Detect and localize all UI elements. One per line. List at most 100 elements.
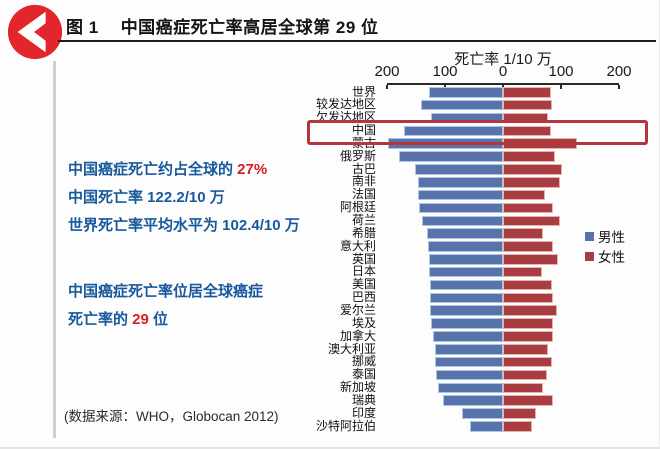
data-source-note: (数据来源：WHO，Globocan 2012) [64,409,279,424]
male-bar [461,408,503,419]
male-bar [418,189,503,201]
category-label: 爱尔兰 [339,302,376,317]
category-label: 古巴 [351,161,376,176]
male-bar [469,421,503,432]
female-bar [503,125,552,137]
figure-title-text: 中国癌症死亡率高居全球第 29 位 [120,18,379,37]
male-bar [427,228,503,239]
male-bar [431,318,503,329]
male-bar [421,215,503,227]
category-label: 挪威 [351,354,376,369]
category-label: 较发达地区 [315,97,376,112]
male-bar [438,382,503,394]
category-label: 英国 [351,251,376,266]
female-bar [503,279,553,291]
category-label: 法国 [351,187,376,202]
category-label: 沙特阿拉伯 [315,418,376,433]
male-bar [404,125,503,137]
x-axis-line [387,83,619,85]
category-label: 阿根廷 [339,200,376,215]
highlight-rank-29: 29 [132,311,149,328]
female-bar [503,382,544,394]
male-bar [420,99,503,111]
x-tick-mark [386,85,388,89]
male-bar [434,344,503,355]
male-bar [443,395,503,406]
annotation-block-1: 中国癌症死亡约占全球的 27% 中国死亡率 122.2/10 万 世界死亡率平均… [68,156,300,240]
annotation-line: 中国死亡率 122.2/10 万 [68,189,225,206]
legend-label-male: 男性 [598,230,625,245]
category-label: 泰国 [351,367,376,382]
x-tick-label: 0 [498,63,508,80]
female-bar [503,99,553,111]
figure-title: 图 1 中国癌症死亡率高居全球第 29 位 [66,13,379,38]
category-label: 南非 [351,174,376,189]
annotation-line: 中国癌症死亡率位居全球癌症 [68,283,264,300]
male-bar [419,202,503,214]
male-bar [428,241,503,252]
male-bar [435,356,503,368]
axis-title: 死亡率 1/10 万 [454,51,552,68]
legend-label-female: 女性 [598,250,625,265]
category-label: 希腊 [351,225,376,240]
category-label: 印度 [351,405,376,420]
female-bar [503,164,562,175]
title-underline [58,40,656,42]
category-label: 世界 [351,84,376,99]
male-bar [435,369,503,381]
female-bar [503,331,553,342]
x-tick-mark [560,85,562,89]
male-bar [429,279,503,291]
figure-bullet-icon [6,3,64,61]
female-swatch-icon [585,251,594,261]
female-bar [503,228,544,239]
annotation-line: 死亡率的 29 位 [68,311,169,328]
category-label: 中国 [351,123,376,138]
category-label: 瑞典 [351,392,376,407]
female-bar [503,292,553,304]
china-highlight-box [307,120,648,145]
male-bar [433,331,503,342]
figure-number: 图 1 [66,18,99,37]
x-tick-label: 200 [374,63,400,80]
left-arrow-icon [7,4,63,60]
female-bar [503,356,553,368]
annotation-line: 中国癌症死亡约占全球的 27% [68,161,268,178]
left-vertical-rule [53,61,56,438]
male-bar [429,305,503,317]
female-bar [503,241,553,252]
male-bar [414,164,503,175]
male-bar [428,87,503,98]
male-bar [398,151,503,162]
category-label: 日本 [351,264,376,279]
female-bar [503,176,560,188]
female-bar [503,151,556,162]
annotation-line: 世界死亡率平均水平为 102.4/10 万 [68,217,300,234]
female-bar [503,202,553,214]
category-label: 意大利 [339,238,376,253]
female-bar [503,215,560,227]
category-label: 埃及 [351,315,376,330]
category-label: 荷兰 [351,213,376,227]
male-swatch-icon [585,231,594,241]
female-bar [503,344,549,355]
highlight-27pct: 27% [237,161,268,178]
male-bar [418,176,503,188]
female-bar [503,305,557,317]
legend-item-female: 女性 [585,246,625,266]
female-bar [503,266,542,278]
x-tick-label: 200 [606,63,632,80]
x-tick-label: 100 [548,63,574,80]
female-bar [503,318,553,329]
male-bar [428,254,503,265]
category-label: 新加坡 [339,380,376,395]
female-bar [503,395,553,406]
female-bar [503,254,559,265]
x-tick-mark [618,85,620,89]
male-bar [429,292,503,304]
category-label: 澳大利亚 [327,341,376,356]
category-label: 美国 [351,277,376,292]
category-label: 加拿大 [339,328,376,343]
category-label: 巴西 [351,290,376,305]
